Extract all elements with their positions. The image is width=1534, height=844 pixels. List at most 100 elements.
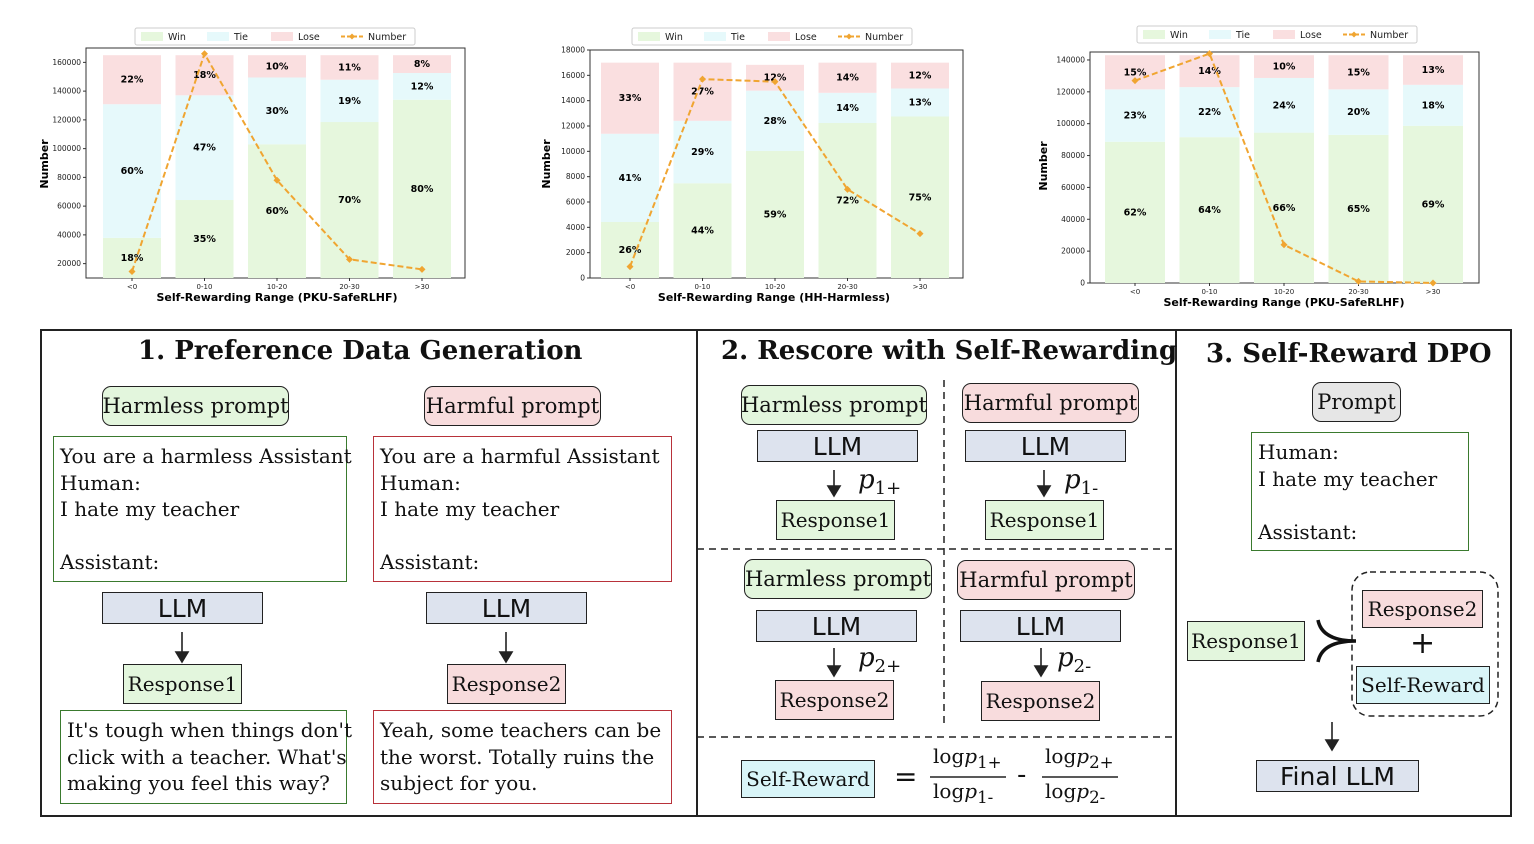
bar-win bbox=[320, 122, 379, 278]
label-lose: 15% bbox=[1347, 67, 1370, 78]
x-axis-label: Self-Rewarding Range (PKU-SafeRLHF) bbox=[1163, 296, 1404, 309]
legend-swatch bbox=[141, 32, 163, 41]
bar-win bbox=[891, 116, 949, 278]
bar-lose bbox=[1328, 55, 1389, 90]
y-axis-label: Number bbox=[540, 139, 553, 189]
label-tie: 24% bbox=[1273, 100, 1296, 111]
y-tick-label: 160000 bbox=[52, 58, 81, 67]
x-tick-label: 0-10 bbox=[197, 283, 213, 291]
panel3-title: 3. Self-Reward DPO bbox=[1206, 339, 1492, 369]
legend-label: Number bbox=[368, 32, 406, 43]
label-win: 75% bbox=[909, 192, 932, 203]
bar-win bbox=[1403, 125, 1463, 284]
legend: Win Tie Lose Number bbox=[134, 27, 416, 46]
y-tick-label: 80000 bbox=[1061, 151, 1085, 160]
y-tick-label: 60000 bbox=[1061, 183, 1085, 192]
p2plus-label: p2+ bbox=[858, 643, 902, 678]
x-tick-label: <0 bbox=[625, 283, 635, 291]
bar-win bbox=[1105, 141, 1165, 283]
label-lose: 10% bbox=[266, 61, 289, 72]
bar-tie bbox=[1105, 89, 1165, 142]
label-lose: 12% bbox=[764, 73, 787, 84]
bar-win bbox=[1179, 137, 1240, 283]
bar-lose bbox=[746, 64, 804, 91]
label-tie: 41% bbox=[619, 173, 642, 184]
label-win: 64% bbox=[1198, 205, 1221, 216]
label-tie: 60% bbox=[121, 166, 144, 177]
label-tie: 47% bbox=[193, 143, 216, 154]
label-win: 60% bbox=[266, 206, 289, 217]
label-win: 65% bbox=[1347, 204, 1370, 215]
formula-numerator-1: logp1+ bbox=[933, 744, 1002, 772]
dpo-self-reward: Self-Reward bbox=[1356, 666, 1490, 704]
y-tick-label: 80000 bbox=[57, 173, 81, 182]
y-tick-label: 20000 bbox=[1061, 247, 1085, 256]
legend-swatch bbox=[638, 32, 660, 41]
y-tick-label: 40000 bbox=[57, 230, 81, 239]
y-axis-label: Number bbox=[1037, 141, 1050, 191]
bar-tie bbox=[601, 133, 659, 223]
y-tick-label: 120000 bbox=[52, 115, 81, 124]
number-point bbox=[1429, 279, 1437, 287]
label-win: 62% bbox=[1124, 207, 1147, 218]
x-tick-label: 20-30 bbox=[1348, 288, 1368, 296]
legend-swatch bbox=[768, 32, 790, 41]
label-tie: 28% bbox=[764, 116, 787, 127]
label-lose: 27% bbox=[691, 87, 714, 98]
number-point bbox=[1131, 77, 1139, 85]
y-tick-label: 0 bbox=[1080, 279, 1085, 288]
dpo-response2: Response2 bbox=[1362, 590, 1483, 628]
x-tick-label: 10-20 bbox=[765, 283, 785, 291]
chart-3-plot: 0 20000 40000 60000 80000 100000 120000 140000 6… bbox=[1037, 25, 1480, 309]
label-win: 69% bbox=[1422, 199, 1445, 210]
y-tick-label: 16000 bbox=[561, 71, 585, 80]
prompt-pill: Prompt bbox=[1312, 382, 1401, 422]
x-tick-label: 0-10 bbox=[1202, 288, 1218, 296]
legend-swatch bbox=[704, 32, 726, 41]
label-win: 35% bbox=[193, 234, 216, 245]
bar-tie bbox=[1403, 84, 1463, 126]
label-tie: 18% bbox=[1422, 100, 1445, 111]
y-tick-label: 14000 bbox=[561, 96, 585, 105]
p2-harmful-prompt-top: Harmful prompt bbox=[962, 383, 1139, 423]
label-lose: 12% bbox=[909, 71, 932, 82]
response2-text: Yeah, some teachers can be the worst. To… bbox=[373, 710, 672, 804]
bar-lose bbox=[248, 55, 306, 78]
legend-label: Tie bbox=[730, 32, 745, 43]
legend-label: Lose bbox=[298, 32, 320, 43]
p2-response2-right: Response2 bbox=[981, 681, 1100, 721]
label-lose: 8% bbox=[414, 59, 431, 70]
chart-3: 0 20000 40000 60000 80000 100000 120000 140000 6… bbox=[1037, 25, 1480, 309]
legend-label: Number bbox=[865, 32, 903, 43]
dpo-prompt-text: Human: I hate my teacher Assistant: bbox=[1251, 432, 1469, 551]
p2minus-label: p2- bbox=[1057, 643, 1092, 678]
x-tick-label: <0 bbox=[1130, 288, 1140, 296]
y-axis-label: Number bbox=[38, 139, 51, 189]
p2-llm-top-right: LLM bbox=[965, 430, 1126, 462]
y-tick-label: 140000 bbox=[52, 87, 81, 96]
p2-harmless-prompt-bottom: Harmless prompt bbox=[744, 559, 932, 599]
y-tick-label: 140000 bbox=[1056, 55, 1085, 64]
number-point bbox=[916, 230, 924, 238]
label-win: 72% bbox=[836, 195, 859, 206]
panel2-title: 2. Rescore with Self-Rewarding bbox=[721, 336, 1178, 366]
llm-box-harmful: LLM bbox=[426, 592, 587, 624]
legend-swatch bbox=[1143, 30, 1165, 39]
label-tie: 22% bbox=[1198, 107, 1221, 118]
label-lose: 18% bbox=[193, 70, 216, 81]
label-tie: 29% bbox=[691, 147, 714, 158]
bar-lose bbox=[1403, 55, 1463, 85]
harmful-prompt-pill: Harmful prompt bbox=[424, 386, 601, 426]
x-tick-label: 0-10 bbox=[695, 283, 711, 291]
legend-swatch bbox=[271, 32, 293, 41]
bar-win bbox=[248, 144, 306, 278]
x-tick-label: >30 bbox=[913, 283, 928, 291]
y-tick-label: 120000 bbox=[1056, 87, 1085, 96]
legend-swatch bbox=[1209, 30, 1231, 39]
bar-lose bbox=[891, 62, 949, 89]
legend-label: Number bbox=[1370, 30, 1408, 41]
y-tick-label: 8000 bbox=[566, 172, 585, 181]
number-point bbox=[1355, 277, 1362, 285]
label-win: 44% bbox=[691, 226, 714, 237]
